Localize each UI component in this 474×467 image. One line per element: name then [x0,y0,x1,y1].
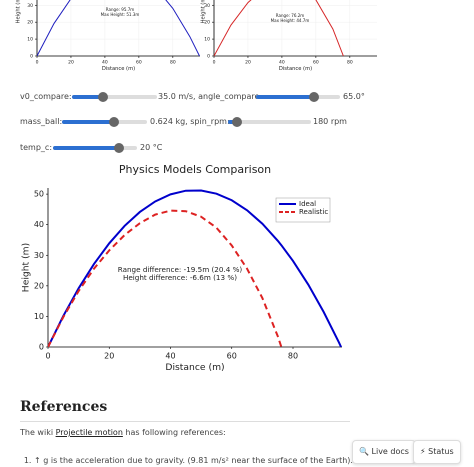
x-tick-label: 20 [68,60,74,66]
y-tick-label: 50 [34,190,44,199]
y-tick-label: 0 [39,343,44,352]
slider[interactable] [72,92,157,102]
x-axis-label: Distance (m) [279,66,312,72]
annotation: Max Height: 44.7m [271,18,310,23]
control-label: mass_ball: [20,117,63,126]
control-label: v0_compare: [20,92,72,101]
y-tick-label: 10 [27,37,33,43]
y-tick-label: 0 [30,54,33,60]
button-label: Live docs [371,447,409,456]
charts: 0 10 20 30 0 20 40 60 80 Distance (m) Height (m) Ra… [16,0,377,373]
x-axis-label: Distance (m) [165,362,224,373]
x-tick-label: 0 [213,60,216,66]
series-line [214,0,344,56]
control-value: 35.0 m/s, angle_compare: [158,92,263,101]
y-tick-label: 20 [34,281,44,290]
slider[interactable] [256,92,340,102]
y-tick-label: 0 [207,54,210,60]
legend-box [275,197,331,223]
status-button[interactable]: ⚡ Status [413,440,461,464]
slider[interactable] [228,117,311,127]
x-tick-label: 80 [170,60,176,66]
live-docs-button[interactable]: 🔍 Live docs [352,440,416,464]
legend-label: Ideal [299,200,316,208]
divider [20,421,350,422]
y-tick-label: 30 [204,3,210,9]
x-tick-label: 20 [104,352,114,361]
slider[interactable] [62,117,147,127]
x-tick-label: 80 [347,60,353,66]
annotation: Height difference: -6.6m (13 %) [123,273,237,282]
paragraph: The wiki Projectile motion has following… [20,428,226,437]
y-tick-label: 30 [27,3,33,9]
y-tick-label: 10 [34,312,44,321]
x-tick-label: 60 [136,60,142,66]
y-tick-label: 10 [204,37,210,43]
series-line [48,209,283,347]
x-axis-label: Distance (m) [102,66,135,72]
y-axis-label: Height (m) [21,243,32,292]
legend-label: Realistic [299,208,328,216]
chart-title: Physics Models Comparison [119,163,271,176]
x-tick-label: 40 [165,352,175,361]
control-label: temp_c: [20,143,53,152]
x-tick-label: 60 [227,352,237,361]
series-line [48,189,342,347]
y-axis-label: Height (m) [201,0,207,23]
x-tick-label: 0 [45,352,50,361]
control-value: 20 °C [140,143,163,152]
annotation: Range: 76.2m [276,13,304,18]
y-tick-label: 20 [204,20,210,26]
reference-list: ↑ g is the acceleration due to gravity. … [20,456,353,465]
section-heading: References [20,399,108,415]
text: The wiki [20,428,56,437]
slider[interactable] [53,143,137,153]
annotation: Max Height: 51.3m [101,12,140,17]
control-value: 180 rpm [313,117,347,126]
y-axis-label: Height (m) [16,0,22,23]
button-label: Status [428,447,454,456]
control-value: 0.624 kg, spin_rpm: [150,117,230,126]
x-tick-label: 40 [102,60,108,66]
control-value: 65.0° [343,92,365,101]
reference-item: ↑ g is the acceleration due to gravity. … [34,456,353,465]
x-tick-label: 20 [245,60,251,66]
chart: 0 10 20 30 0 20 40 60 80 Distance (m) Height (m) Ra… [201,0,377,72]
x-tick-label: 0 [36,60,39,66]
annotation: Range: 95.7m [106,7,134,12]
text: has following references: [122,428,226,437]
y-tick-label: 30 [34,251,44,260]
chart: 0 10 20 30 40 50 0 20 40 60 80 Physics Models Compa… [21,163,342,373]
chart: 0 10 20 30 0 20 40 60 80 Distance (m) Height (m) Ra… [16,0,200,72]
x-tick-label: 40 [279,60,285,66]
y-tick-label: 40 [34,220,44,229]
series-line [37,0,200,56]
x-tick-label: 80 [288,352,298,361]
y-tick-label: 20 [27,20,33,26]
annotation: Range difference: -19.5m (20.4 %) [118,265,243,274]
link[interactable]: Projectile motion [55,428,123,437]
x-tick-label: 60 [313,60,319,66]
